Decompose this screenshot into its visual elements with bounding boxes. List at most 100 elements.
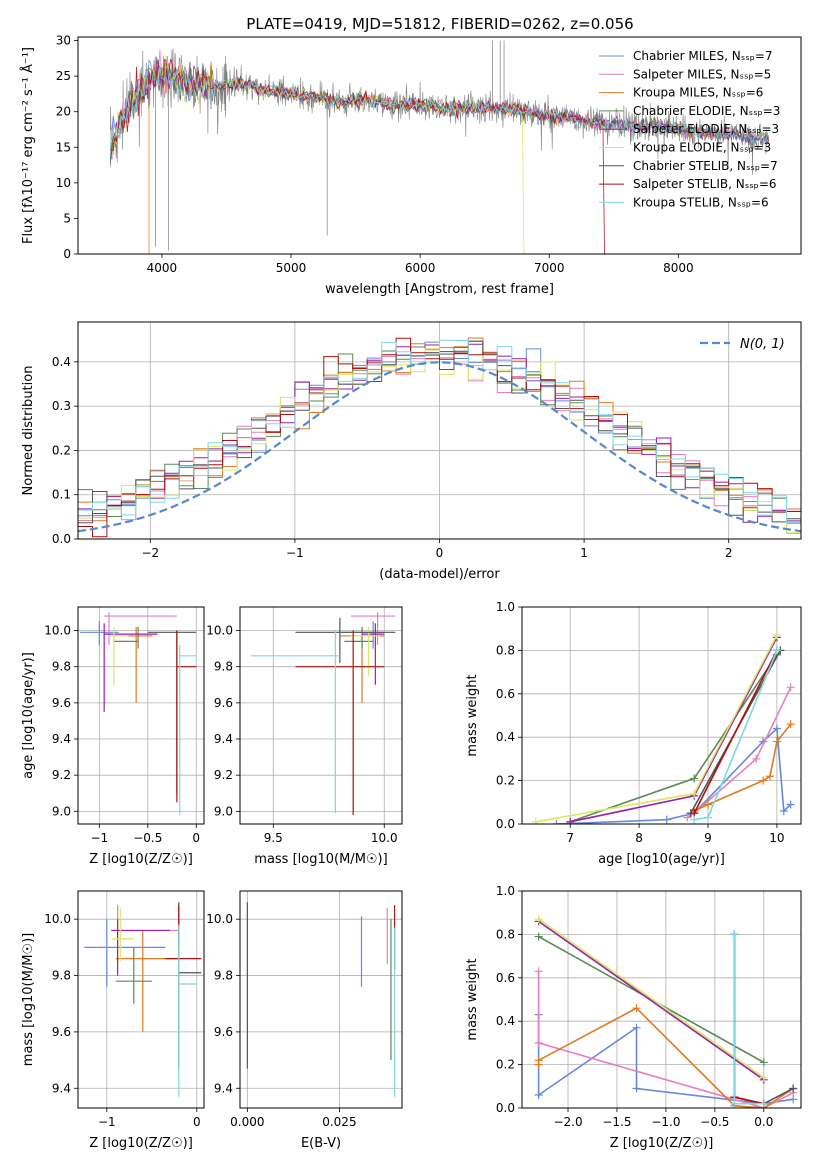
legend-label: Chabrier ELODIE, Nₛₛₚ=3 xyxy=(633,104,780,118)
x-tick-label: 1 xyxy=(580,546,588,560)
mass-weight-marker xyxy=(779,806,788,815)
legend-label: Kroupa STELIB, Nₛₛₚ=6 xyxy=(633,195,769,209)
mass-weight-marker xyxy=(772,737,781,746)
y-tick-label: 1.0 xyxy=(496,600,515,614)
y-tick-label: 10.0 xyxy=(206,912,233,926)
mass-weight-marker xyxy=(766,772,774,781)
plots: 4000 5000 6000 7000 8000051015202530waveleng… xyxy=(20,34,802,1151)
legend-label: Chabrier STELIB, Nₛₛₚ=7 xyxy=(633,159,778,173)
legend-label: Salpeter STELIB, Nₛₛₚ=6 xyxy=(633,177,777,191)
y-tick-label: 9.4 xyxy=(214,1081,233,1095)
y-tick-label: 9.0 xyxy=(214,804,233,818)
y-tick-label: 9.0 xyxy=(52,804,71,818)
axes-frame xyxy=(239,890,403,1109)
y-tick-label: 9.4 xyxy=(52,1081,71,1095)
mass-weight-marker xyxy=(531,817,540,824)
y-tick-label: 10.0 xyxy=(44,912,71,926)
mass-weight-marker xyxy=(690,774,699,783)
model-line xyxy=(109,59,769,164)
histogram-series xyxy=(78,340,801,539)
mass-weight-marker xyxy=(759,776,768,785)
mass-weight-line xyxy=(537,1014,794,1105)
mass-weight-marker xyxy=(534,1056,543,1065)
legend: N(0, 1) xyxy=(700,337,785,352)
panel-massweight_vs_Z: −2.0 −1.5 −1.0 −0.5 0.0 0.0 0.2 0.4 0.6 0.8 1.0 Z [… xyxy=(465,884,802,1151)
y-axis-label: Normed distribution xyxy=(21,366,36,496)
y-tick-label: 0.0 xyxy=(496,817,515,831)
legend-label: Chabrier MILES, Nₛₛₚ=7 xyxy=(633,49,773,63)
mass-weight-line xyxy=(570,637,778,823)
mass-weight-marker xyxy=(632,1004,641,1013)
y-tick-label: 0.6 xyxy=(496,687,515,701)
mass-weight-line xyxy=(733,934,764,1105)
normal-curve xyxy=(78,361,801,533)
mass-weight-marker xyxy=(786,683,795,692)
mass-weight-marker xyxy=(772,724,781,733)
mass-weight-line xyxy=(733,934,764,1105)
y-tick-label: 10.0 xyxy=(206,624,233,638)
x-tick-label: 10.0 xyxy=(371,831,398,845)
mass-weight-marker xyxy=(789,1084,798,1093)
y-tick-label: 0.2 xyxy=(496,774,515,788)
x-tick-label: −1.0 xyxy=(651,1115,680,1129)
mass-weight-marker xyxy=(772,646,781,655)
model-line xyxy=(109,65,770,148)
y-tick-label: 10 xyxy=(56,176,71,190)
x-tick-label: −1.5 xyxy=(602,1115,631,1129)
x-axis-label: Z [log10(Z/Z☉)] xyxy=(610,1136,714,1151)
x-tick-label: 0 xyxy=(436,546,444,560)
y-tick-label: 0.8 xyxy=(496,643,515,657)
y-tick-label: 0.0 xyxy=(496,1101,515,1115)
y-axis-label: mass [log10(M/M☉)] xyxy=(21,933,36,1066)
x-tick-label: 8000 xyxy=(663,261,694,275)
x-axis-label: age [log10(age/yr)] xyxy=(598,852,725,867)
x-tick-label: 0.0 xyxy=(754,1115,773,1129)
x-axis-label: Z [log10(Z/Z☉)] xyxy=(89,1136,193,1151)
y-tick-label: 9.8 xyxy=(52,969,71,983)
y-tick-label: 0.4 xyxy=(52,355,71,369)
y-tick-label: 9.6 xyxy=(214,1025,233,1039)
x-axis-label: E(B-V) xyxy=(301,1136,341,1151)
x-tick-label: 4000 xyxy=(147,261,178,275)
legend-label: Salpeter ELODIE, Nₛₛₚ=3 xyxy=(633,122,779,136)
mass-weight-line xyxy=(538,920,765,1081)
x-axis-label: wavelength [Angstrom, rest frame] xyxy=(325,282,554,297)
y-tick-label: 5 xyxy=(63,211,71,225)
y-tick-label: 15 xyxy=(56,140,71,154)
x-tick-label: −1 xyxy=(90,831,108,845)
model-line xyxy=(109,56,525,254)
plot-area xyxy=(78,337,801,539)
mass-weight-marker xyxy=(759,1058,768,1067)
panel-residuals: −2 −1 0 1 2 0.0 0.1 0.2 0.3 0.4 (data-model)/error… xyxy=(21,321,802,582)
mass-weight-marker xyxy=(534,1090,543,1099)
y-tick-label: 0.3 xyxy=(52,399,71,413)
mass-weight-marker xyxy=(662,815,671,824)
histogram-series xyxy=(78,339,801,539)
y-tick-label: 0.1 xyxy=(52,488,71,502)
mass-weight-marker xyxy=(690,815,699,824)
y-tick-label: 10.0 xyxy=(44,624,71,638)
mass-weight-marker xyxy=(534,1038,543,1047)
legend-label: Salpeter MILES, Nₛₛₚ=5 xyxy=(633,67,771,81)
axes-frame xyxy=(77,890,205,1109)
y-tick-label: 9.2 xyxy=(214,768,233,782)
mass-weight-marker xyxy=(632,1023,641,1032)
x-tick-label: 0 xyxy=(193,1115,201,1129)
panel-mass_vs_Z: −1 0 9.4 9.6 9.8 10.0 Z [log10(Z/Z☉)] mass [log… xyxy=(21,890,205,1151)
y-axis-label: mass weight xyxy=(465,958,480,1040)
y-tick-label: 0.4 xyxy=(496,730,515,744)
y-tick-label: 0.2 xyxy=(52,443,71,457)
x-tick-label: 7 xyxy=(566,831,574,845)
mass-weight-marker xyxy=(786,720,795,729)
mass-weight-marker xyxy=(759,1099,768,1108)
mass-weight-marker xyxy=(534,915,543,924)
y-tick-label: 0.2 xyxy=(496,1058,515,1072)
mass-weight-line xyxy=(538,935,765,1064)
panel-spectrum: 4000 5000 6000 7000 8000 0 5 10 15 20 25 30 waveleng… xyxy=(20,34,802,297)
plot-area xyxy=(109,40,770,254)
x-tick-label: −2 xyxy=(141,546,159,560)
y-tick-label: 0 xyxy=(63,247,71,261)
plot-area xyxy=(79,612,197,815)
mass-weight-marker xyxy=(566,817,575,824)
panel-massweight_vs_age: 7 8 9 10 0.0 0.2 0.4 0.6 0.8 1.0 age [log10(age/yr… xyxy=(465,600,802,867)
